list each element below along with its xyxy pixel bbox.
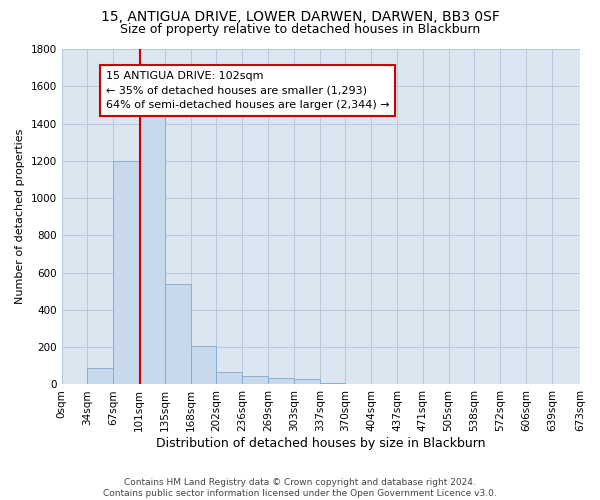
Y-axis label: Number of detached properties: Number of detached properties	[15, 129, 25, 304]
Text: Size of property relative to detached houses in Blackburn: Size of property relative to detached ho…	[120, 22, 480, 36]
Bar	[113, 161, 139, 384]
Bar	[242, 376, 268, 384]
Bar	[165, 284, 191, 384]
Bar	[217, 372, 242, 384]
Bar	[294, 379, 320, 384]
Bar	[268, 378, 294, 384]
Bar	[139, 110, 165, 384]
Bar	[191, 346, 217, 385]
Text: 15, ANTIGUA DRIVE, LOWER DARWEN, DARWEN, BB3 0SF: 15, ANTIGUA DRIVE, LOWER DARWEN, DARWEN,…	[101, 10, 499, 24]
Text: Contains HM Land Registry data © Crown copyright and database right 2024.
Contai: Contains HM Land Registry data © Crown c…	[103, 478, 497, 498]
Bar	[320, 382, 346, 384]
X-axis label: Distribution of detached houses by size in Blackburn: Distribution of detached houses by size …	[156, 437, 485, 450]
Text: 15 ANTIGUA DRIVE: 102sqm
← 35% of detached houses are smaller (1,293)
64% of sem: 15 ANTIGUA DRIVE: 102sqm ← 35% of detach…	[106, 71, 389, 110]
Bar	[88, 368, 113, 384]
